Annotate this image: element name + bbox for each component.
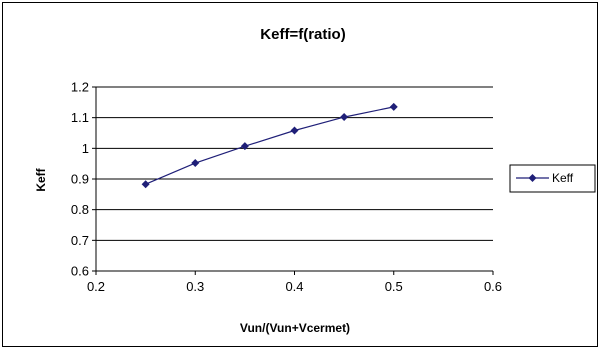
y-tick-label: 0.9 bbox=[71, 172, 89, 187]
data-point-marker bbox=[240, 142, 249, 151]
series-line bbox=[145, 106, 394, 185]
y-tick-labels: 0.6 0.7 0.8 0.9 1 1.1 1.2 bbox=[71, 80, 89, 279]
legend-label: Keff bbox=[552, 171, 574, 185]
data-point-marker bbox=[141, 180, 150, 189]
y-tick-label: 1.1 bbox=[71, 110, 89, 125]
y-tick-label: 1.2 bbox=[71, 80, 89, 95]
x-tick-labels: 0.2 0.3 0.4 0.5 0.6 bbox=[87, 279, 502, 294]
chart-svg: Keff=f(ratio) 0.2 0.3 0.4 0.5 0.6 0.60.70.80… bbox=[34, 26, 596, 335]
series-layer bbox=[141, 102, 398, 189]
gridlines bbox=[96, 86, 493, 241]
data-point-marker bbox=[340, 113, 349, 122]
legend: Keff bbox=[509, 164, 596, 193]
x-axis-label: Vun/(Vun+Vcermet) bbox=[240, 321, 350, 335]
y-tick-label: 0.8 bbox=[71, 202, 89, 217]
y-tick-label: 0.7 bbox=[71, 233, 89, 248]
x-tick-label: 0.6 bbox=[484, 279, 502, 294]
x-tick-label: 0.4 bbox=[285, 279, 303, 294]
chart-title: Keff=f(ratio) bbox=[260, 26, 345, 43]
legend-marker bbox=[528, 174, 537, 182]
data-point-marker bbox=[389, 102, 398, 111]
data-point-marker bbox=[191, 159, 200, 168]
x-tick-label: 0.2 bbox=[87, 279, 105, 294]
x-tick-label: 0.3 bbox=[186, 279, 204, 294]
data-point-marker bbox=[290, 126, 299, 135]
chart-frame: Keff=f(ratio) 0.2 0.3 0.4 0.5 0.6 0.6 0.7 0.8 0… bbox=[2, 2, 598, 347]
y-axis-label: Keff bbox=[34, 167, 48, 191]
axes bbox=[92, 86, 494, 275]
y-tick-label: 0.6 bbox=[71, 264, 89, 279]
y-tick-label: 1 bbox=[82, 141, 89, 156]
x-tick-label: 0.5 bbox=[385, 279, 403, 294]
